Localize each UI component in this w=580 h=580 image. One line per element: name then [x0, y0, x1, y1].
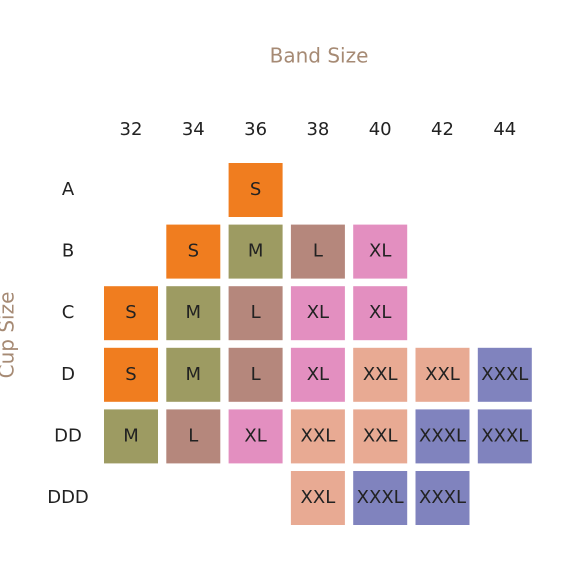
- size-cell: [477, 409, 532, 464]
- size-cell: [166, 409, 221, 464]
- size-label: XXXL: [419, 487, 466, 508]
- size-label: L: [251, 302, 261, 323]
- size-cell: [415, 347, 470, 402]
- size-cell: [290, 409, 345, 464]
- size-label: L: [313, 241, 323, 262]
- size-cell: [290, 347, 345, 402]
- size-label: L: [251, 364, 261, 385]
- band-label: 40: [369, 119, 392, 140]
- size-cell: [353, 347, 408, 402]
- size-cell: [290, 471, 345, 525]
- size-label: S: [125, 364, 136, 385]
- band-size-title: Band Size: [270, 44, 369, 68]
- cup-label: A: [62, 179, 75, 200]
- size-label: XL: [369, 241, 391, 262]
- size-label: XXL: [425, 364, 460, 385]
- size-label: S: [188, 241, 199, 262]
- size-cell: [166, 224, 221, 279]
- size-label: XL: [307, 302, 329, 323]
- size-label: S: [250, 179, 261, 200]
- cup-size-title: Cup Size: [0, 292, 19, 379]
- size-cell: [228, 163, 283, 217]
- size-cell: [415, 409, 470, 464]
- size-cell: [290, 224, 345, 279]
- band-label: 36: [244, 119, 267, 140]
- size-cell: [104, 409, 158, 464]
- size-cell: [353, 471, 408, 525]
- size-label: XXL: [363, 364, 398, 385]
- band-label: 44: [493, 119, 516, 140]
- size-label: XL: [369, 302, 391, 323]
- size-cell: [353, 409, 408, 464]
- size-label: M: [123, 425, 139, 446]
- size-cell: [166, 347, 221, 402]
- size-label: XXXL: [357, 487, 404, 508]
- size-cell: [166, 286, 221, 341]
- size-label: XXXL: [481, 425, 528, 446]
- size-label: XXL: [301, 425, 336, 446]
- size-label: XL: [244, 425, 266, 446]
- size-cell: [228, 224, 283, 279]
- cup-label: D: [61, 364, 75, 385]
- cup-label: DD: [54, 425, 82, 446]
- size-cell: [353, 224, 408, 279]
- band-label: 34: [182, 119, 205, 140]
- size-cell: [477, 347, 532, 402]
- size-label: L: [188, 425, 198, 446]
- size-cell: [104, 347, 158, 402]
- size-cell: [290, 286, 345, 341]
- cup-label: DDD: [47, 487, 89, 508]
- size-label: XXL: [363, 425, 398, 446]
- size-label: M: [186, 302, 202, 323]
- size-cell: [228, 347, 283, 402]
- size-label: XXL: [301, 487, 336, 508]
- band-label: 32: [120, 119, 143, 140]
- cup-label: B: [62, 241, 74, 262]
- size-label: M: [186, 364, 202, 385]
- size-cell: [353, 286, 408, 341]
- size-cell: [415, 471, 470, 525]
- cup-label: C: [62, 302, 75, 323]
- band-label: 38: [306, 119, 329, 140]
- size-cell: [104, 286, 158, 341]
- size-label: S: [125, 302, 136, 323]
- band-label: 42: [431, 119, 454, 140]
- size-label: XXXL: [481, 364, 528, 385]
- size-label: M: [248, 241, 264, 262]
- size-cell: [228, 409, 283, 464]
- size-label: XL: [307, 364, 329, 385]
- size-label: XXXL: [419, 425, 466, 446]
- size-cell: [228, 286, 283, 341]
